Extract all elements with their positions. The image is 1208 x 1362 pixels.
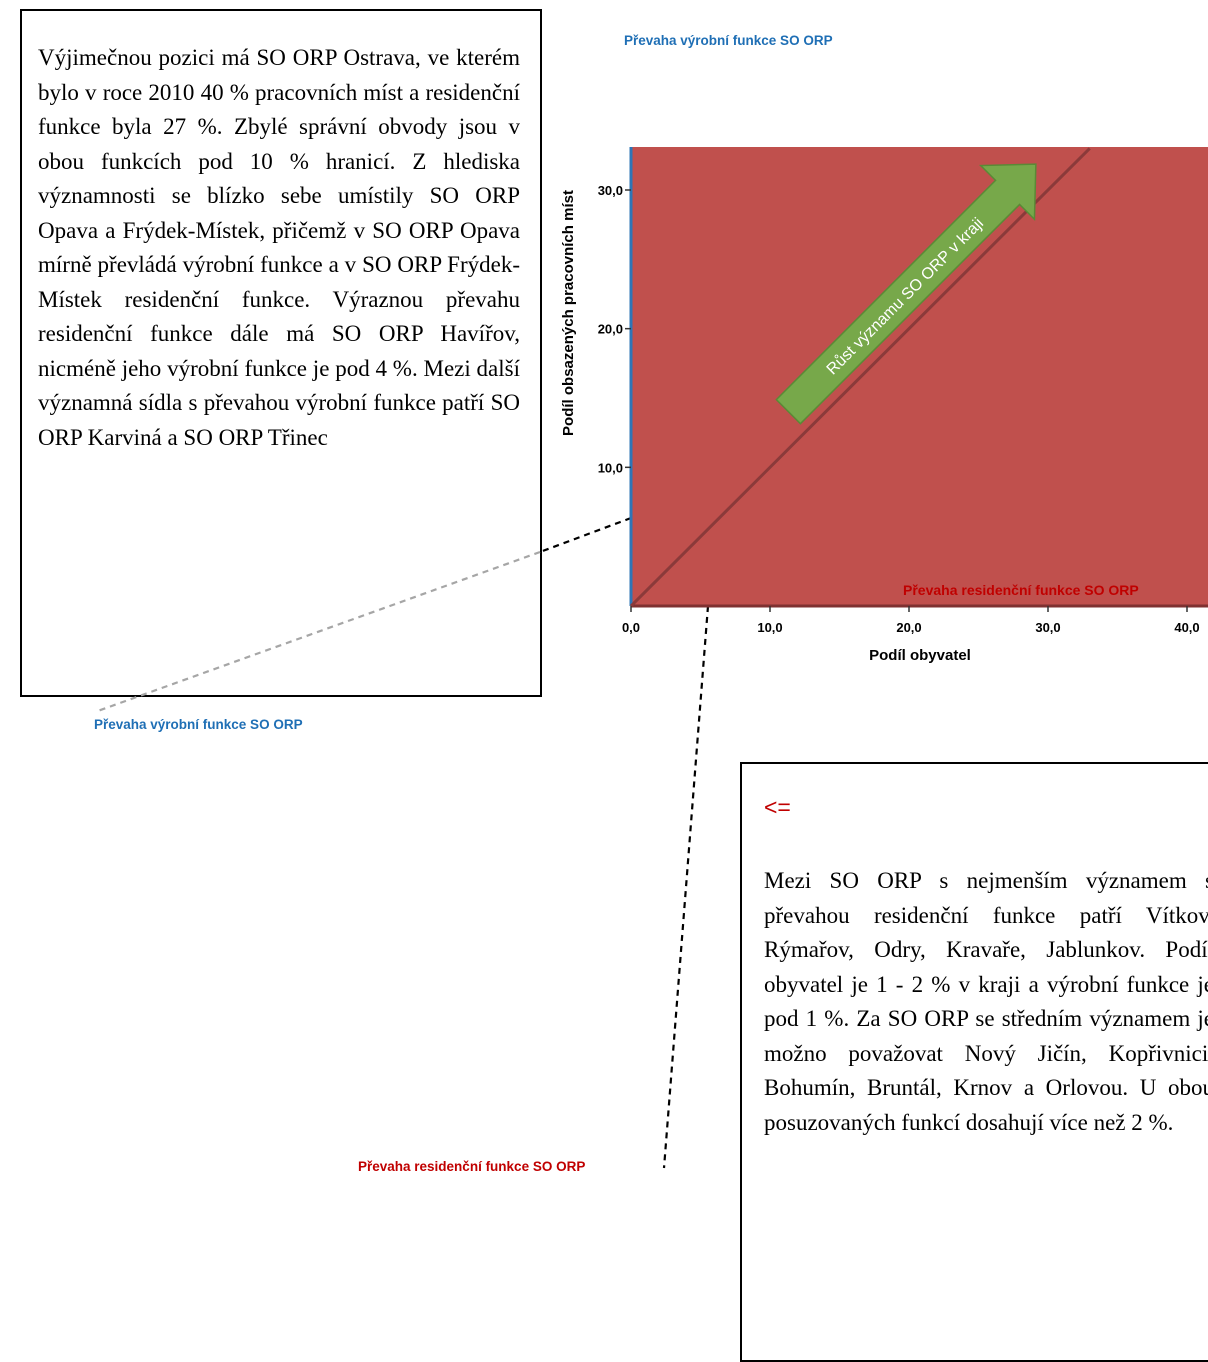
caption-left-production: Převaha výrobní funkce SO ORP: [94, 717, 303, 732]
y-tick-label: 30,0: [598, 183, 623, 198]
x-tick-label: 20,0: [896, 620, 921, 635]
y-tick-label: 20,0: [598, 322, 623, 337]
plot-area: 0,0 10,0 20,0 30,0 40,0 10,0 20,0 30,0 Podíl oby…: [560, 147, 1208, 664]
plot-background: [631, 147, 1208, 606]
y-tick-label: 10,0: [598, 460, 623, 475]
left-text-box: Výjimečnou pozici má SO ORP Ostrava, ve …: [20, 9, 542, 697]
arrow-note: <=: [764, 794, 791, 820]
x-tick-label: 10,0: [757, 620, 782, 635]
caption-top-production: Převaha výrobní funkce SO ORP: [624, 33, 833, 48]
growth-arrow: Růst významu SO ORP v kraji: [775, 163, 1037, 425]
x-tick-label: 40,0: [1174, 620, 1199, 635]
caption-bottom-residential: Převaha residenční funkce SO ORP: [358, 1159, 586, 1174]
left-paragraph: Výjimečnou pozici má SO ORP Ostrava, ve …: [38, 45, 520, 450]
y-axis-label: Podíl obsazených pracovních míst: [560, 190, 577, 436]
diagonal-reference-line: [629, 147, 1091, 608]
connector-line: [662, 605, 710, 1169]
connector-line: [539, 516, 632, 554]
growth-arrow-label: Růst významu SO ORP v kraji: [823, 214, 987, 378]
x-axis-label: Podíl obyvatel: [869, 647, 971, 664]
right-paragraph: Mezi SO ORP s nejmenším významem s převa…: [764, 868, 1208, 1135]
residential-annotation: Převaha residenční funkce SO ORP: [903, 582, 1139, 598]
right-text-box: <= Mezi SO ORP s nejmenším významem s př…: [740, 762, 1208, 1362]
x-tick-label: 0,0: [622, 620, 640, 635]
growth-arrow-shape: [775, 163, 1037, 425]
x-tick-label: 30,0: [1035, 620, 1060, 635]
